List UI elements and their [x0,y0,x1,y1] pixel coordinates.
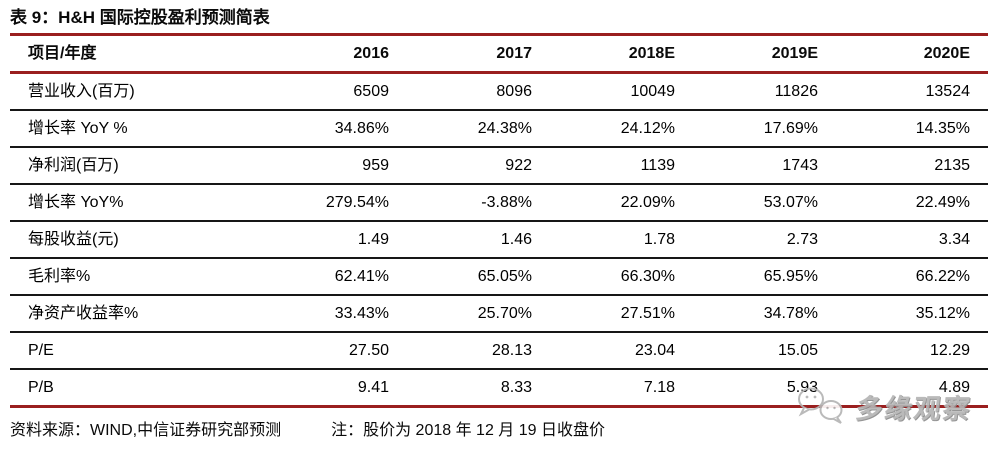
row-label: 每股收益(元) [10,221,272,259]
table-cell: 13524 [844,72,988,111]
table-cell: 33.43% [272,295,415,333]
table-cell: 7.18 [558,369,701,408]
table-cell: 6509 [272,72,415,111]
table-cell: 8.33 [415,369,558,408]
table-cell: 2.73 [701,221,844,259]
table-row-net-profit: 净利润(百万) 959 922 1139 1743 2135 [10,147,988,185]
row-label: 净资产收益率% [10,295,272,333]
table-row-roe: 净资产收益率% 33.43% 25.70% 27.51% 34.78% 35.1… [10,295,988,333]
row-label: 营业收入(百万) [10,72,272,111]
table-title: 表 9：H&H 国际控股盈利预测简表 [10,8,270,27]
table-cell: 2135 [844,147,988,185]
row-label: 净利润(百万) [10,147,272,185]
table-cell: -3.88% [415,184,558,222]
table-cell: 66.30% [558,258,701,296]
table-row-pe: P/E 27.50 28.13 23.04 15.05 12.29 [10,332,988,370]
table-cell: 959 [272,147,415,185]
table-cell: 10049 [558,72,701,111]
column-header-2019e: 2019E [701,34,844,74]
table-cell: 12.29 [844,332,988,370]
table-cell: 62.41% [272,258,415,296]
footer: 资料来源：WIND,中信证券研究部预测 注：股价为 2018 年 12 月 19… [10,421,988,440]
table-cell: 922 [415,147,558,185]
column-header-2016: 2016 [272,34,415,74]
row-label: 毛利率% [10,258,272,296]
table-row-gross-margin: 毛利率% 62.41% 65.05% 66.30% 65.95% 66.22% [10,258,988,296]
table-cell: 23.04 [558,332,701,370]
table-cell: 8096 [415,72,558,111]
table-cell: 4.89 [844,369,988,408]
table-cell: 9.41 [272,369,415,408]
table-cell: 53.07% [701,184,844,222]
note-text: 注：股价为 2018 年 12 月 19 日收盘价 [331,422,605,439]
column-header-2018e: 2018E [558,34,701,74]
table-cell: 24.12% [558,110,701,148]
row-label: 增长率 YoY% [10,184,272,222]
table-cell: 34.86% [272,110,415,148]
table-cell: 27.50 [272,332,415,370]
table-cell: 14.35% [844,110,988,148]
table-cell: 24.38% [415,110,558,148]
table-cell: 1743 [701,147,844,185]
row-label: P/E [10,332,272,370]
table-cell: 35.12% [844,295,988,333]
table-cell: 15.05 [701,332,844,370]
table-cell: 25.70% [415,295,558,333]
row-label: P/B [10,369,272,408]
table-cell: 1139 [558,147,701,185]
table-cell: 22.49% [844,184,988,222]
table-row-revenue: 营业收入(百万) 6509 8096 10049 11826 13524 [10,72,988,111]
table-cell: 66.22% [844,258,988,296]
table-cell: 1.46 [415,221,558,259]
table-row-pb: P/B 9.41 8.33 7.18 5.93 4.89 [10,369,988,408]
table-cell: 1.78 [558,221,701,259]
table-cell: 17.69% [701,110,844,148]
table-row-profit-growth: 增长率 YoY% 279.54% -3.88% 22.09% 53.07% 22… [10,184,988,222]
table-cell: 1.49 [272,221,415,259]
header-row: 项目/年度 2016 2017 2018E 2019E 2020E [10,34,988,74]
table-cell: 22.09% [558,184,701,222]
table-cell: 34.78% [701,295,844,333]
table-cell: 5.93 [701,369,844,408]
table-cell: 3.34 [844,221,988,259]
table-row-revenue-growth: 增长率 YoY % 34.86% 24.38% 24.12% 17.69% 14… [10,110,988,148]
table-cell: 27.51% [558,295,701,333]
column-header-item-year: 项目/年度 [10,34,272,74]
source-text: 资料来源：WIND,中信证券研究部预测 [10,422,282,439]
column-header-2017: 2017 [415,34,558,74]
table-cell: 65.95% [701,258,844,296]
table-row-eps: 每股收益(元) 1.49 1.46 1.78 2.73 3.34 [10,221,988,259]
column-header-2020e: 2020E [844,34,988,74]
table-cell: 279.54% [272,184,415,222]
row-label: 增长率 YoY % [10,110,272,148]
table-cell: 65.05% [415,258,558,296]
table-cell: 28.13 [415,332,558,370]
table-cell: 11826 [701,72,844,111]
forecast-table: 项目/年度 2016 2017 2018E 2019E 2020E 营业收入(百… [10,33,988,408]
